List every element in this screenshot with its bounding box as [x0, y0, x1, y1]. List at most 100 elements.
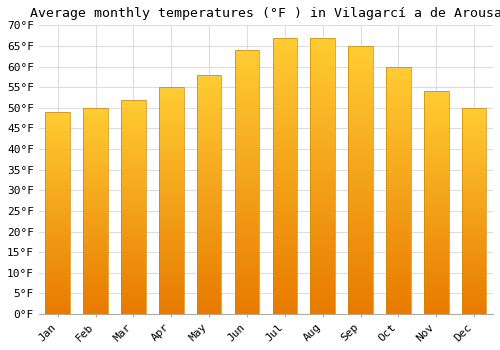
Bar — [462, 157, 486, 159]
Bar — [121, 153, 146, 155]
Bar — [234, 87, 260, 90]
Bar — [234, 293, 260, 295]
Bar — [348, 150, 373, 153]
Bar — [159, 232, 184, 234]
Bar — [159, 114, 184, 117]
Bar — [310, 54, 335, 57]
Bar — [424, 225, 448, 227]
Bar — [424, 211, 448, 214]
Bar — [272, 162, 297, 165]
Bar — [386, 133, 410, 136]
Bar — [462, 285, 486, 287]
Bar — [310, 46, 335, 49]
Bar — [121, 158, 146, 160]
Bar — [462, 267, 486, 269]
Bar — [424, 281, 448, 283]
Bar — [272, 190, 297, 193]
Bar — [121, 295, 146, 297]
Bar — [310, 129, 335, 132]
Bar — [121, 164, 146, 166]
Bar — [386, 146, 410, 148]
Bar — [348, 312, 373, 314]
Bar — [159, 294, 184, 296]
Bar — [84, 287, 108, 289]
Bar — [348, 180, 373, 183]
Bar — [348, 65, 373, 67]
Bar — [46, 140, 70, 142]
Bar — [310, 112, 335, 115]
Bar — [46, 154, 70, 156]
Bar — [159, 253, 184, 255]
Bar — [348, 231, 373, 233]
Bar — [159, 176, 184, 178]
Bar — [84, 246, 108, 248]
Bar — [386, 82, 410, 84]
Bar — [272, 54, 297, 57]
Bar — [84, 225, 108, 228]
Bar — [348, 46, 373, 49]
Bar — [159, 103, 184, 105]
Bar — [121, 166, 146, 168]
Bar — [234, 227, 260, 230]
Bar — [424, 147, 448, 149]
Bar — [84, 178, 108, 180]
Bar — [197, 130, 222, 132]
Bar — [84, 279, 108, 281]
Bar — [424, 98, 448, 100]
Bar — [462, 133, 486, 135]
Bar — [159, 269, 184, 271]
Bar — [310, 57, 335, 60]
Bar — [424, 158, 448, 160]
Bar — [272, 281, 297, 284]
Bar — [272, 129, 297, 132]
Bar — [159, 87, 184, 314]
Bar — [46, 185, 70, 187]
Bar — [84, 168, 108, 170]
Bar — [234, 222, 260, 224]
Bar — [84, 219, 108, 221]
Bar — [159, 121, 184, 124]
Bar — [234, 121, 260, 124]
Bar — [310, 245, 335, 248]
Bar — [310, 170, 335, 173]
Bar — [462, 232, 486, 233]
Bar — [197, 261, 222, 264]
Bar — [84, 112, 108, 114]
Bar — [121, 303, 146, 306]
Bar — [310, 275, 335, 278]
Bar — [197, 300, 222, 302]
Bar — [46, 270, 70, 272]
Bar — [272, 112, 297, 115]
Bar — [46, 144, 70, 146]
Bar — [348, 258, 373, 260]
Bar — [424, 203, 448, 205]
Bar — [386, 252, 410, 255]
Bar — [159, 92, 184, 94]
Bar — [84, 139, 108, 141]
Bar — [272, 201, 297, 203]
Bar — [159, 117, 184, 119]
Bar — [121, 123, 146, 125]
Bar — [197, 312, 222, 314]
Bar — [348, 183, 373, 186]
Bar — [348, 91, 373, 94]
Bar — [462, 161, 486, 163]
Bar — [84, 203, 108, 205]
Bar — [46, 280, 70, 282]
Bar — [84, 236, 108, 238]
Bar — [310, 226, 335, 228]
Bar — [310, 43, 335, 46]
Bar — [84, 126, 108, 128]
Bar — [386, 198, 410, 200]
Bar — [46, 195, 70, 197]
Bar — [46, 164, 70, 167]
Bar — [159, 296, 184, 298]
Bar — [46, 112, 70, 314]
Bar — [310, 181, 335, 184]
Bar — [272, 132, 297, 134]
Bar — [462, 120, 486, 122]
Bar — [272, 38, 297, 314]
Bar — [462, 141, 486, 143]
Bar — [234, 266, 260, 269]
Bar — [84, 108, 108, 314]
